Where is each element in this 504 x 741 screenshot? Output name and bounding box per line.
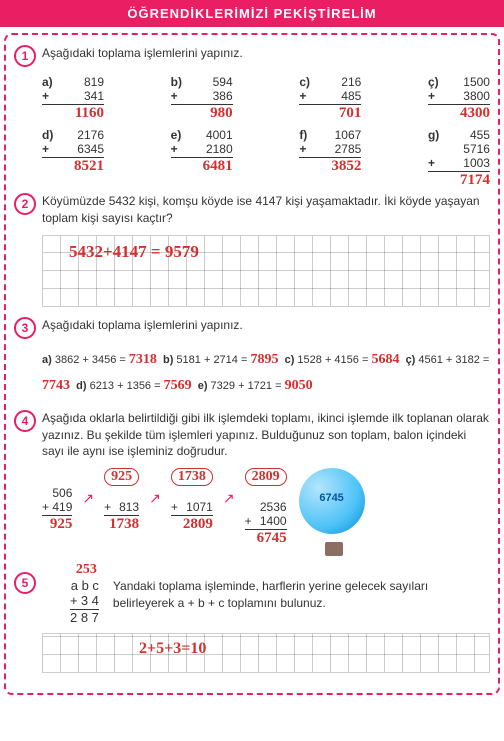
arrow-icon: ↗ <box>149 490 161 507</box>
q1-row1: a)819+3411160 b)594+386980 c)216+485701 ç)1… <box>42 75 490 122</box>
addition-problem: a)819+3411160 <box>42 75 104 122</box>
q5-work: 2+5+3=10 <box>139 640 206 657</box>
addition-problem: e)4001+21806481 <box>171 128 233 189</box>
addition-problem: b)594+386980 <box>171 75 233 122</box>
chain-step: 2809 2536+14006745 <box>245 468 287 547</box>
question-1: 1 Aşağıdaki toplama işlemlerini yapınız. <box>14 45 490 67</box>
balloon-icon: 6745 <box>299 468 369 558</box>
q5-line2: +3 4 <box>70 593 99 610</box>
q5-text: Yandaki toplama işleminde, harflerin yer… <box>113 578 490 612</box>
arrow-icon: ↗ <box>82 490 94 507</box>
q1-text: Aşağıdaki toplama işlemlerini yapınız. <box>42 45 490 62</box>
q1-row2: d)2176+63458521 e)4001+21806481 f)1067+278… <box>42 128 490 189</box>
q2-workgrid: 5432+4147 = 9579 <box>42 235 490 307</box>
q4-text: Aşağıda oklarla belirtildiği gibi ilk iş… <box>42 410 490 460</box>
q5-calc: 253 a b c +3 4 2 8 7 <box>70 578 99 625</box>
question-4: 4 Aşağıda oklarla belirtildiği gibi ilk … <box>14 410 490 460</box>
qnum-1: 1 <box>14 45 36 67</box>
q2-work: 5432+4147 = 9579 <box>69 242 199 261</box>
chain-step: 506+ 419925 <box>42 468 72 533</box>
q3-text: Aşağıdaki toplama işlemlerini yapınız. <box>42 317 490 334</box>
arrow-icon: ↗ <box>223 490 235 507</box>
qnum-2: 2 <box>14 193 36 215</box>
q5-sum: 2 8 7 <box>70 610 99 625</box>
question-2: 2 Köyümüzde 5432 kişi, komşu köyde ise 4… <box>14 193 490 227</box>
chain-step: 925 + 8131738 <box>104 468 139 533</box>
addition-problem: ç)1500+38004300 <box>428 75 490 122</box>
qnum-4: 4 <box>14 410 36 432</box>
q4-chain: 506+ 419925 ↗ 925 + 8131738 ↗ 1738 + 1071280… <box>42 468 490 558</box>
qnum-3: 3 <box>14 317 36 339</box>
addition-problem: g)4555716+10037174 <box>428 128 490 189</box>
chain-step: 1738 + 10712809 <box>171 468 213 533</box>
worksheet: 1 Aşağıdaki toplama işlemlerini yapınız.… <box>4 33 500 695</box>
q5-overlay: 253 <box>76 562 97 578</box>
q5-line1: a b c <box>70 578 99 593</box>
addition-problem: d)2176+63458521 <box>42 128 104 189</box>
question-3: 3 Aşağıdaki toplama işlemlerini yapınız. <box>14 317 490 339</box>
q5-workgrid: 2+5+3=10 <box>42 633 490 673</box>
q2-text: Köyümüzde 5432 kişi, komşu köyde ise 414… <box>42 193 490 227</box>
addition-problem: c)216+485701 <box>299 75 361 122</box>
question-5: 5 253 a b c +3 4 2 8 7 Yandaki toplama i… <box>14 572 490 625</box>
q3-items: a) 3862 + 3456 = 7318 b) 5181 + 2714 = 7… <box>42 347 490 400</box>
page-header: ÖĞRENDİKLERİMİZİ PEKİŞTİRELİM <box>0 0 504 27</box>
qnum-5: 5 <box>14 572 36 594</box>
addition-problem: f)1067+27853852 <box>299 128 361 189</box>
